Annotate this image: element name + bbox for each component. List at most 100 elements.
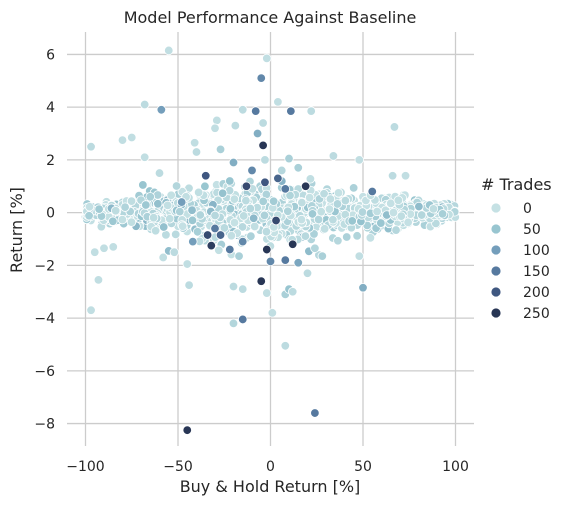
scatter-point bbox=[258, 196, 268, 207]
scatter-point bbox=[297, 197, 307, 208]
scatter-point bbox=[286, 106, 296, 116]
scatter-point bbox=[90, 247, 100, 257]
scatter-point bbox=[191, 147, 202, 157]
scatter-point bbox=[280, 255, 291, 265]
y-ticks: −8 −6 −4 −2 0 2 4 6 bbox=[34, 47, 55, 432]
scatter-point bbox=[215, 230, 226, 240]
scatter-point bbox=[182, 259, 192, 269]
scatter-point bbox=[126, 196, 137, 206]
scatter-point bbox=[84, 211, 94, 221]
legend-label: 100 bbox=[523, 243, 550, 259]
scatter-point bbox=[219, 223, 230, 233]
scatter-point bbox=[217, 188, 228, 198]
scatter-point bbox=[99, 243, 109, 253]
scatter-point bbox=[166, 190, 176, 200]
scatter-point bbox=[261, 226, 272, 237]
scatter-point bbox=[84, 202, 95, 212]
scatter-point bbox=[201, 171, 211, 181]
scatter-point bbox=[283, 206, 293, 216]
scatter-point bbox=[319, 189, 329, 199]
scatter-point bbox=[365, 233, 376, 243]
scatter-point bbox=[396, 211, 406, 221]
scatter-point bbox=[171, 181, 182, 191]
scatter-point bbox=[228, 281, 239, 292]
scatter-point bbox=[258, 140, 268, 151]
scatter-point bbox=[352, 231, 362, 241]
scatter-point bbox=[150, 226, 161, 236]
scatter-point bbox=[313, 214, 324, 225]
scatter-point bbox=[195, 210, 205, 220]
scatter-point bbox=[267, 308, 278, 318]
scatter-point bbox=[86, 142, 96, 152]
scatter-point bbox=[238, 105, 248, 115]
scatter-point bbox=[393, 195, 404, 206]
scatter-point bbox=[214, 245, 224, 255]
scatter-point bbox=[238, 284, 248, 294]
y-tick-label: 4 bbox=[46, 100, 55, 116]
scatter-point bbox=[391, 225, 401, 235]
x-tick-label: 100 bbox=[442, 459, 469, 475]
legend-label: 200 bbox=[523, 285, 550, 301]
scatter-point bbox=[176, 197, 187, 207]
scatter-point bbox=[210, 123, 220, 133]
y-tick-label: −6 bbox=[34, 364, 55, 380]
scatter-point bbox=[316, 207, 326, 217]
scatter-point bbox=[328, 215, 338, 225]
scatter-point bbox=[417, 210, 427, 220]
x-axis-label: Buy & Hold Return [%] bbox=[180, 477, 361, 496]
scatter-point bbox=[328, 151, 339, 161]
scatter-point bbox=[340, 195, 351, 206]
scatter-point bbox=[225, 244, 235, 255]
scatter-point bbox=[280, 184, 291, 194]
scatter-point bbox=[307, 209, 318, 219]
scatter-point bbox=[225, 204, 236, 214]
y-tick-label: −8 bbox=[34, 417, 55, 433]
scatter-point bbox=[241, 181, 252, 191]
scatter-point bbox=[108, 216, 118, 226]
scatter-point bbox=[250, 106, 261, 116]
points-layer bbox=[80, 45, 460, 435]
scatter-point bbox=[225, 176, 235, 186]
scatter-point bbox=[273, 97, 283, 107]
scatter-point bbox=[252, 128, 263, 139]
x-ticks: −100 −50 0 50 100 bbox=[66, 459, 469, 475]
scatter-point bbox=[228, 318, 239, 329]
scatter-point bbox=[229, 194, 240, 204]
scatter-point bbox=[268, 196, 279, 206]
scatter-point bbox=[158, 252, 168, 263]
scatter-point bbox=[117, 135, 128, 145]
scatter-point bbox=[175, 206, 185, 217]
scatter-point bbox=[187, 205, 197, 215]
scatter-point bbox=[256, 276, 266, 286]
scatter-point bbox=[212, 115, 222, 126]
scatter-point bbox=[262, 53, 272, 64]
legend-label: 0 bbox=[523, 201, 532, 217]
legend-title: # Trades bbox=[481, 175, 552, 194]
scatter-point bbox=[296, 214, 307, 225]
scatter-point bbox=[414, 201, 424, 212]
scatter-point bbox=[354, 155, 365, 165]
scatter-point bbox=[239, 211, 249, 221]
scatter-point bbox=[246, 231, 256, 241]
scatter-point bbox=[403, 217, 413, 228]
scatter-point bbox=[347, 216, 357, 226]
scatter-point bbox=[171, 229, 181, 240]
scatter-point bbox=[164, 214, 175, 224]
scatter-point bbox=[202, 230, 213, 240]
scatter-point bbox=[228, 157, 239, 168]
scatter-point bbox=[262, 288, 272, 298]
legend-marker bbox=[490, 202, 502, 214]
scatter-point bbox=[262, 244, 272, 255]
scatter-point bbox=[357, 207, 368, 217]
scatter-point bbox=[148, 212, 159, 223]
scatter-point bbox=[277, 165, 287, 176]
scatter-point bbox=[325, 194, 336, 204]
x-tick-label: 0 bbox=[266, 459, 275, 475]
scatter-point bbox=[293, 258, 303, 268]
scatter-point bbox=[182, 425, 192, 435]
scatter-point bbox=[139, 99, 150, 110]
scatter-point bbox=[260, 155, 270, 165]
legend-marker bbox=[490, 307, 502, 319]
scatter-point bbox=[400, 171, 411, 181]
legend: # Trades 0 50 100 150 200 250 bbox=[481, 175, 552, 322]
